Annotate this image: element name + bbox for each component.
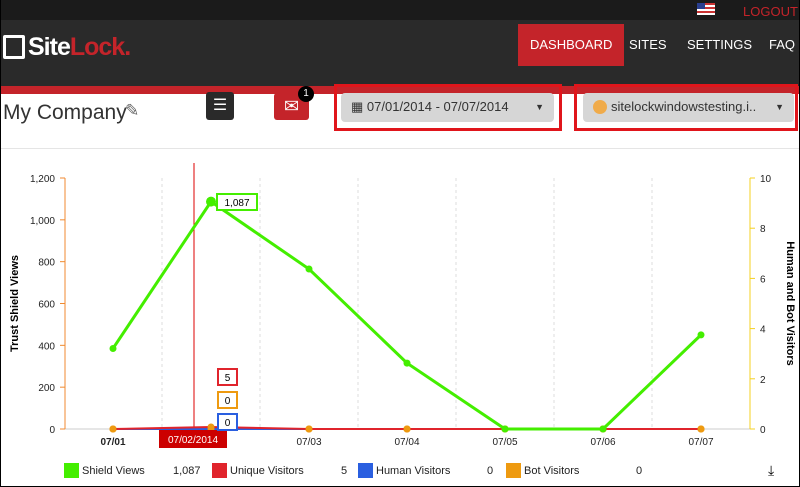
highlight-box xyxy=(574,84,798,131)
tooltip-human: 0 xyxy=(225,418,231,429)
legend-unique[interactable]: Unique Visitors xyxy=(230,465,304,477)
tooltip-shield-box xyxy=(216,193,258,211)
line-chart: 0 200 400 600 800 1,000 1,200 0 2 4 6 8 10 07/01 07/03… xyxy=(9,163,796,448)
legend-swatch-unique[interactable] xyxy=(212,463,227,478)
logo-dot: . xyxy=(124,33,131,61)
y-tick-label: 800 xyxy=(38,258,55,269)
company-title: My Company xyxy=(3,101,127,124)
logo-site: Site xyxy=(28,33,71,61)
data-point xyxy=(109,344,117,352)
highlight-box xyxy=(334,84,562,131)
checklist-icon[interactable]: ☰ xyxy=(206,92,234,120)
tooltip-unique-box xyxy=(217,368,238,386)
y-tick-label: 400 xyxy=(38,341,55,352)
legend-unique-total: 5 xyxy=(341,465,348,477)
x-tick-label: 07/07 xyxy=(688,437,713,448)
caret-down-icon: ▼ xyxy=(535,102,544,112)
data-point xyxy=(305,425,313,433)
legend-swatch-bot[interactable] xyxy=(506,463,521,478)
y2-axis-title: Human and Bot Visitors xyxy=(784,241,796,365)
data-point xyxy=(697,331,705,339)
tooltip-unique: 5 xyxy=(225,373,231,384)
download-icon[interactable]: ⤓ xyxy=(768,462,775,478)
hover-date-label: 07/02/2014 xyxy=(168,435,218,446)
legend-shield-total: 1,087 xyxy=(173,465,201,477)
data-point xyxy=(305,265,313,273)
site-value: sitelockwindowstesting.i.. xyxy=(611,99,757,114)
y-tick-label: 0 xyxy=(49,425,55,436)
nav-sites[interactable]: SITES xyxy=(629,37,667,52)
hover-date-box xyxy=(159,430,227,448)
y2-tick-label: 10 xyxy=(760,174,772,185)
date-range-dropdown[interactable]: ▦ 07/01/2014 - 07/07/2014 ▼ xyxy=(341,93,554,122)
x-tick-label: 07/01 xyxy=(100,437,125,448)
legend-swatch-shield[interactable] xyxy=(64,463,79,478)
date-range-value: 07/01/2014 - 07/07/2014 xyxy=(366,99,509,114)
tooltip-human-box xyxy=(217,413,238,431)
y-tick-label: 1,200 xyxy=(30,174,55,185)
data-point xyxy=(403,359,411,367)
y-tick-label: 600 xyxy=(38,300,55,311)
data-point xyxy=(109,425,117,433)
x-tick-label: 07/05 xyxy=(492,437,517,448)
y2-tick-label: 2 xyxy=(760,375,766,386)
y2-tick-label: 4 xyxy=(760,325,766,336)
y2-tick-label: 0 xyxy=(760,425,766,436)
sitelock-logo-icon xyxy=(3,35,25,59)
data-point xyxy=(206,196,216,207)
data-point xyxy=(697,425,705,433)
y-tick-label: 200 xyxy=(38,383,55,394)
tooltip-shield: 1,087 xyxy=(224,198,249,209)
pencil-icon[interactable]: ✎ xyxy=(125,101,140,120)
logo-lock: Lock xyxy=(69,33,125,61)
legend-shield[interactable]: Shield Views xyxy=(82,465,145,477)
divider xyxy=(0,148,800,149)
tooltip-bot-box xyxy=(217,391,238,409)
nav-settings[interactable]: SETTINGS xyxy=(687,37,753,52)
site-status-dot xyxy=(593,100,607,114)
nav-dashboard[interactable]: DASHBOARD xyxy=(518,24,625,66)
data-point xyxy=(599,425,607,433)
data-point xyxy=(403,425,411,433)
mail-badge: 1 xyxy=(298,86,314,102)
nav-faq[interactable]: FAQ xyxy=(769,37,796,52)
logout-link[interactable]: LOGOUT xyxy=(743,4,798,19)
us-flag-icon[interactable] xyxy=(697,3,715,15)
y-axis-title: Trust Shield Views xyxy=(9,255,21,352)
data-point xyxy=(501,425,509,433)
x-tick-label: 07/04 xyxy=(394,437,419,448)
legend-human[interactable]: Human Visitors xyxy=(376,465,451,477)
legend-bot[interactable]: Bot Visitors xyxy=(524,465,580,477)
calendar-icon: ▦ xyxy=(351,99,367,114)
y-tick-label: 1,000 xyxy=(30,216,55,227)
legend-bot-total: 0 xyxy=(636,465,643,477)
site-dropdown[interactable]: sitelockwindowstesting.i.. ▼ xyxy=(583,93,794,122)
legend-human-total: 0 xyxy=(487,465,494,477)
top-bar xyxy=(0,0,800,20)
caret-down-icon: ▼ xyxy=(775,102,784,112)
navbar xyxy=(0,20,800,94)
legend-swatch-human[interactable] xyxy=(358,463,373,478)
sitelock-logo[interactable]: SiteLock. xyxy=(28,33,131,62)
tooltip-bot: 0 xyxy=(225,396,231,407)
y2-tick-label: 8 xyxy=(760,224,766,235)
series-line-0 xyxy=(111,199,703,431)
data-point xyxy=(207,423,215,431)
y2-tick-label: 6 xyxy=(760,274,766,285)
x-tick-label: 07/03 xyxy=(296,437,321,448)
x-tick-label: 07/06 xyxy=(590,437,615,448)
